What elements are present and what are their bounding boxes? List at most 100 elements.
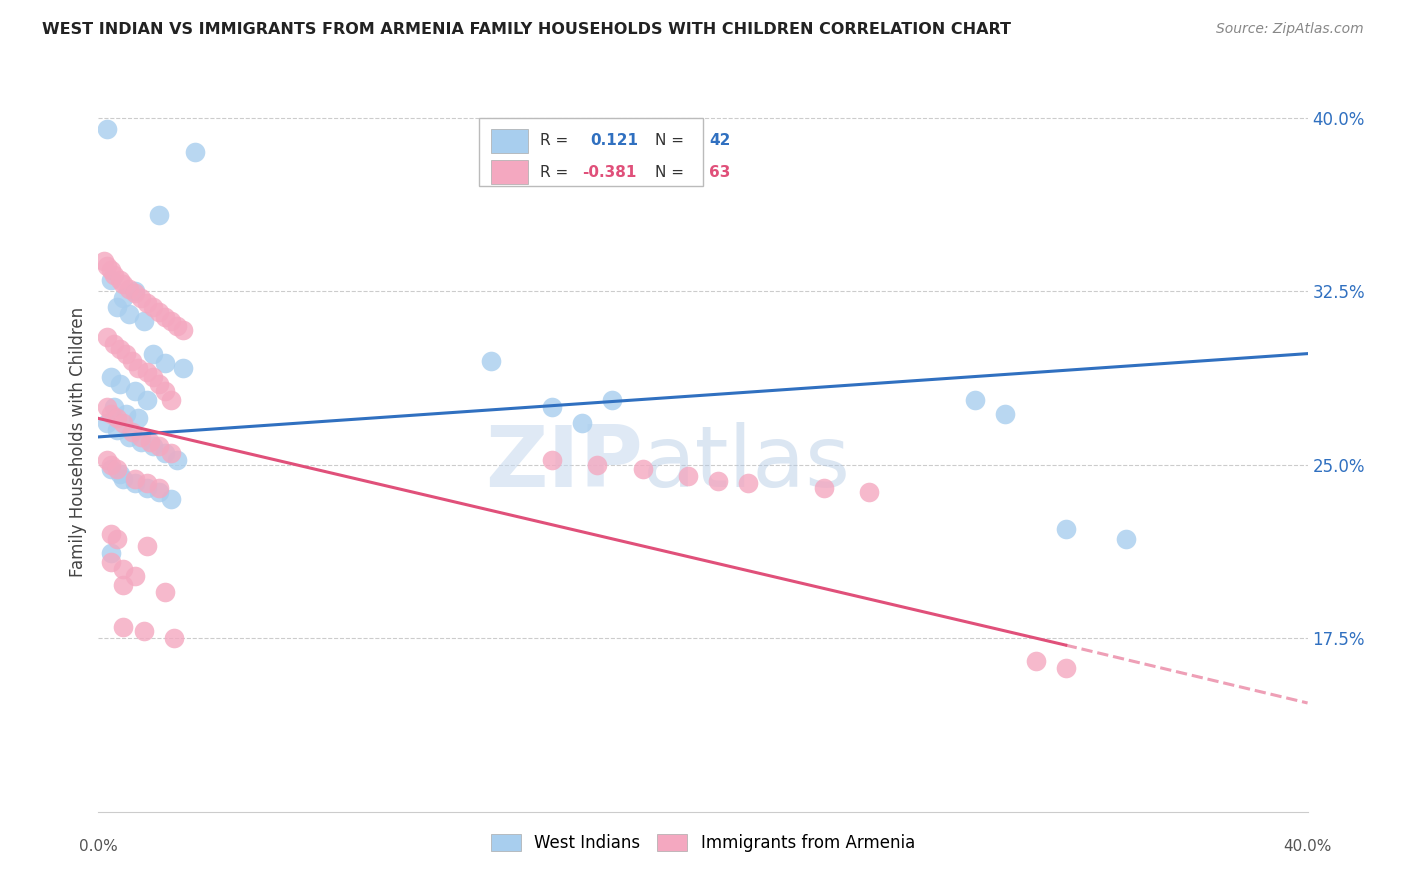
Point: [105, 462, 128, 476]
Text: -0.381: -0.381: [582, 164, 637, 179]
Point: [100, 272, 122, 286]
Point: [105, 301, 128, 315]
Point: [96, 122, 118, 136]
Point: [148, 481, 170, 495]
Point: [153, 384, 176, 398]
Point: [124, 384, 146, 398]
Point: [172, 360, 194, 375]
Point: [129, 434, 152, 449]
Point: [100, 462, 122, 476]
Point: [105, 532, 128, 546]
Point: [118, 430, 141, 444]
Point: [100, 545, 122, 560]
Bar: [492, 129, 527, 153]
Point: [124, 284, 146, 298]
Point: [121, 353, 143, 368]
Point: [108, 342, 131, 356]
Point: [166, 453, 188, 467]
Point: [100, 407, 122, 421]
Point: [96, 259, 118, 273]
Text: R =: R =: [540, 164, 568, 179]
Point: [103, 337, 125, 351]
Point: [1054, 661, 1077, 675]
Point: [124, 568, 146, 582]
Point: [114, 407, 136, 421]
Point: [160, 492, 183, 507]
Point: [142, 346, 165, 360]
Point: [142, 439, 165, 453]
Point: [148, 305, 170, 319]
Point: [111, 416, 134, 430]
Point: [148, 208, 170, 222]
Point: [139, 434, 162, 449]
Point: [132, 624, 155, 639]
Point: [100, 555, 122, 569]
Point: [135, 365, 157, 379]
Point: [124, 476, 146, 491]
Point: [142, 369, 165, 384]
Point: [481, 353, 503, 368]
Point: [111, 562, 134, 576]
Point: [160, 392, 183, 407]
Point: [148, 376, 170, 391]
Point: [103, 268, 125, 282]
Point: [96, 416, 118, 430]
Text: 40.0%: 40.0%: [1284, 839, 1331, 855]
Point: [105, 423, 128, 437]
Point: [114, 346, 136, 360]
Point: [163, 631, 186, 645]
Point: [148, 439, 170, 453]
Text: 63: 63: [709, 164, 731, 179]
Point: [135, 295, 157, 310]
Point: [571, 416, 593, 430]
Point: [111, 277, 134, 292]
Point: [994, 407, 1017, 421]
Point: [127, 360, 149, 375]
Text: atlas: atlas: [643, 422, 851, 505]
Point: [111, 471, 134, 485]
Point: [1024, 654, 1046, 668]
Point: [540, 453, 562, 467]
Point: [813, 481, 835, 495]
Point: [124, 286, 146, 301]
Point: [103, 400, 125, 414]
Text: 42: 42: [709, 134, 731, 148]
Point: [100, 369, 122, 384]
Point: [108, 467, 131, 481]
Text: R =: R =: [540, 134, 568, 148]
Point: [160, 314, 183, 328]
Point: [135, 476, 157, 491]
Text: 0.121: 0.121: [591, 134, 638, 148]
Point: [153, 446, 176, 460]
Point: [105, 411, 128, 425]
Text: N =: N =: [655, 134, 683, 148]
Text: WEST INDIAN VS IMMIGRANTS FROM ARMENIA FAMILY HOUSEHOLDS WITH CHILDREN CORRELATI: WEST INDIAN VS IMMIGRANTS FROM ARMENIA F…: [42, 22, 1011, 37]
Point: [135, 481, 157, 495]
Point: [96, 453, 118, 467]
Point: [540, 400, 562, 414]
Bar: [492, 161, 527, 184]
Point: [100, 458, 122, 472]
Point: [93, 254, 115, 268]
Text: Source: ZipAtlas.com: Source: ZipAtlas.com: [1216, 22, 1364, 37]
Text: 0.0%: 0.0%: [79, 839, 118, 855]
Point: [127, 411, 149, 425]
Point: [166, 318, 188, 333]
Point: [172, 324, 194, 338]
Point: [96, 330, 118, 344]
Text: ZIP: ZIP: [485, 422, 643, 505]
Point: [153, 310, 176, 324]
Point: [100, 263, 122, 277]
Point: [858, 485, 880, 500]
Point: [100, 527, 122, 541]
Point: [108, 376, 131, 391]
Point: [586, 458, 609, 472]
Point: [111, 578, 134, 592]
Legend: West Indians, Immigrants from Armenia: West Indians, Immigrants from Armenia: [485, 828, 921, 859]
Point: [129, 430, 152, 444]
Point: [602, 392, 624, 407]
Point: [676, 469, 699, 483]
Point: [707, 474, 730, 488]
Point: [965, 392, 987, 407]
Point: [184, 145, 207, 160]
